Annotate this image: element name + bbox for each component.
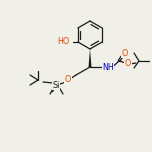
- Text: NH: NH: [102, 62, 114, 71]
- Text: O: O: [121, 49, 128, 58]
- Polygon shape: [88, 49, 92, 67]
- Text: O: O: [65, 76, 71, 85]
- Text: O: O: [125, 59, 131, 69]
- Text: Si: Si: [52, 81, 60, 90]
- Text: O: O: [65, 76, 71, 85]
- Text: O: O: [121, 49, 128, 58]
- Text: O: O: [125, 59, 131, 69]
- Text: NH: NH: [102, 62, 114, 71]
- Text: HO: HO: [58, 38, 70, 47]
- Text: HO: HO: [58, 38, 70, 47]
- Text: Si: Si: [52, 81, 60, 90]
